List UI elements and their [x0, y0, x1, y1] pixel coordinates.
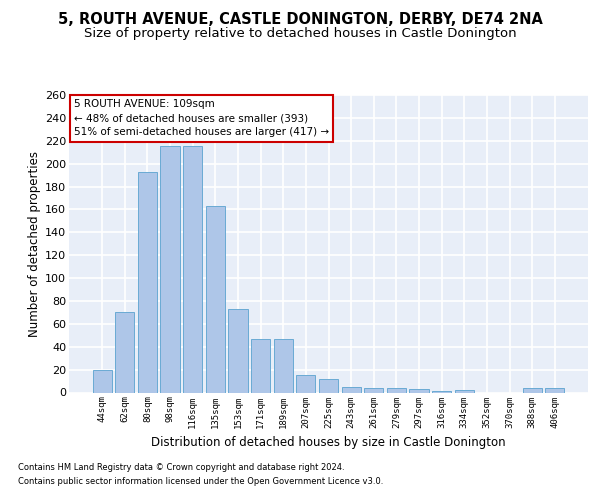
Bar: [545, 388, 565, 392]
Bar: [364, 388, 383, 392]
Bar: [523, 388, 542, 392]
Bar: [409, 389, 428, 392]
Bar: [138, 172, 157, 392]
Bar: [92, 370, 112, 392]
Bar: [274, 338, 293, 392]
Bar: [455, 390, 474, 392]
Bar: [251, 338, 270, 392]
Bar: [296, 376, 316, 392]
Bar: [183, 146, 202, 392]
Bar: [206, 206, 225, 392]
Bar: [319, 379, 338, 392]
Bar: [387, 388, 406, 392]
Text: 5 ROUTH AVENUE: 109sqm
← 48% of detached houses are smaller (393)
51% of semi-de: 5 ROUTH AVENUE: 109sqm ← 48% of detached…: [74, 100, 329, 138]
Text: 5, ROUTH AVENUE, CASTLE DONINGTON, DERBY, DE74 2NA: 5, ROUTH AVENUE, CASTLE DONINGTON, DERBY…: [58, 12, 542, 28]
Bar: [160, 146, 180, 392]
Y-axis label: Number of detached properties: Number of detached properties: [28, 151, 41, 337]
X-axis label: Distribution of detached houses by size in Castle Donington: Distribution of detached houses by size …: [151, 436, 506, 449]
Bar: [341, 387, 361, 392]
Text: Size of property relative to detached houses in Castle Donington: Size of property relative to detached ho…: [83, 28, 517, 40]
Text: Contains HM Land Registry data © Crown copyright and database right 2024.: Contains HM Land Registry data © Crown c…: [18, 464, 344, 472]
Bar: [229, 309, 248, 392]
Text: Contains public sector information licensed under the Open Government Licence v3: Contains public sector information licen…: [18, 477, 383, 486]
Bar: [115, 312, 134, 392]
